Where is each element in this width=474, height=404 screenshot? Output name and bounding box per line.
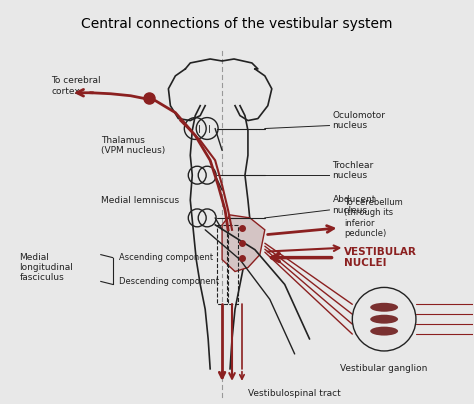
Text: Thalamus
(VPM nucleus): Thalamus (VPM nucleus): [101, 136, 165, 155]
Text: Vestibulospinal tract: Vestibulospinal tract: [248, 389, 341, 398]
Text: VESTIBULAR
NUCLEI: VESTIBULAR NUCLEI: [345, 247, 417, 268]
Bar: [217, 225, 227, 304]
Text: Medial
longitudinal
fasciculus: Medial longitudinal fasciculus: [19, 252, 73, 282]
Text: Central connections of the vestibular system: Central connections of the vestibular sy…: [81, 17, 393, 31]
Text: Abducent
nucleus: Abducent nucleus: [332, 195, 376, 215]
Polygon shape: [222, 215, 265, 271]
Text: Medial lemniscus: Medial lemniscus: [101, 196, 179, 204]
Ellipse shape: [370, 303, 398, 312]
Text: Oculomotor
nucleus: Oculomotor nucleus: [332, 111, 385, 130]
Ellipse shape: [370, 315, 398, 324]
Text: Vestibular ganglion: Vestibular ganglion: [340, 364, 428, 373]
Bar: [228, 225, 238, 304]
Text: Ascending component: Ascending component: [118, 253, 213, 262]
Text: To cerebral
cortex: To cerebral cortex: [51, 76, 100, 95]
Ellipse shape: [370, 327, 398, 336]
Text: Trochlear
nucleus: Trochlear nucleus: [332, 160, 374, 180]
Text: Descending component: Descending component: [118, 277, 219, 286]
Text: To cerebellum
(through its
inferior
peduncle): To cerebellum (through its inferior pedu…: [345, 198, 403, 238]
